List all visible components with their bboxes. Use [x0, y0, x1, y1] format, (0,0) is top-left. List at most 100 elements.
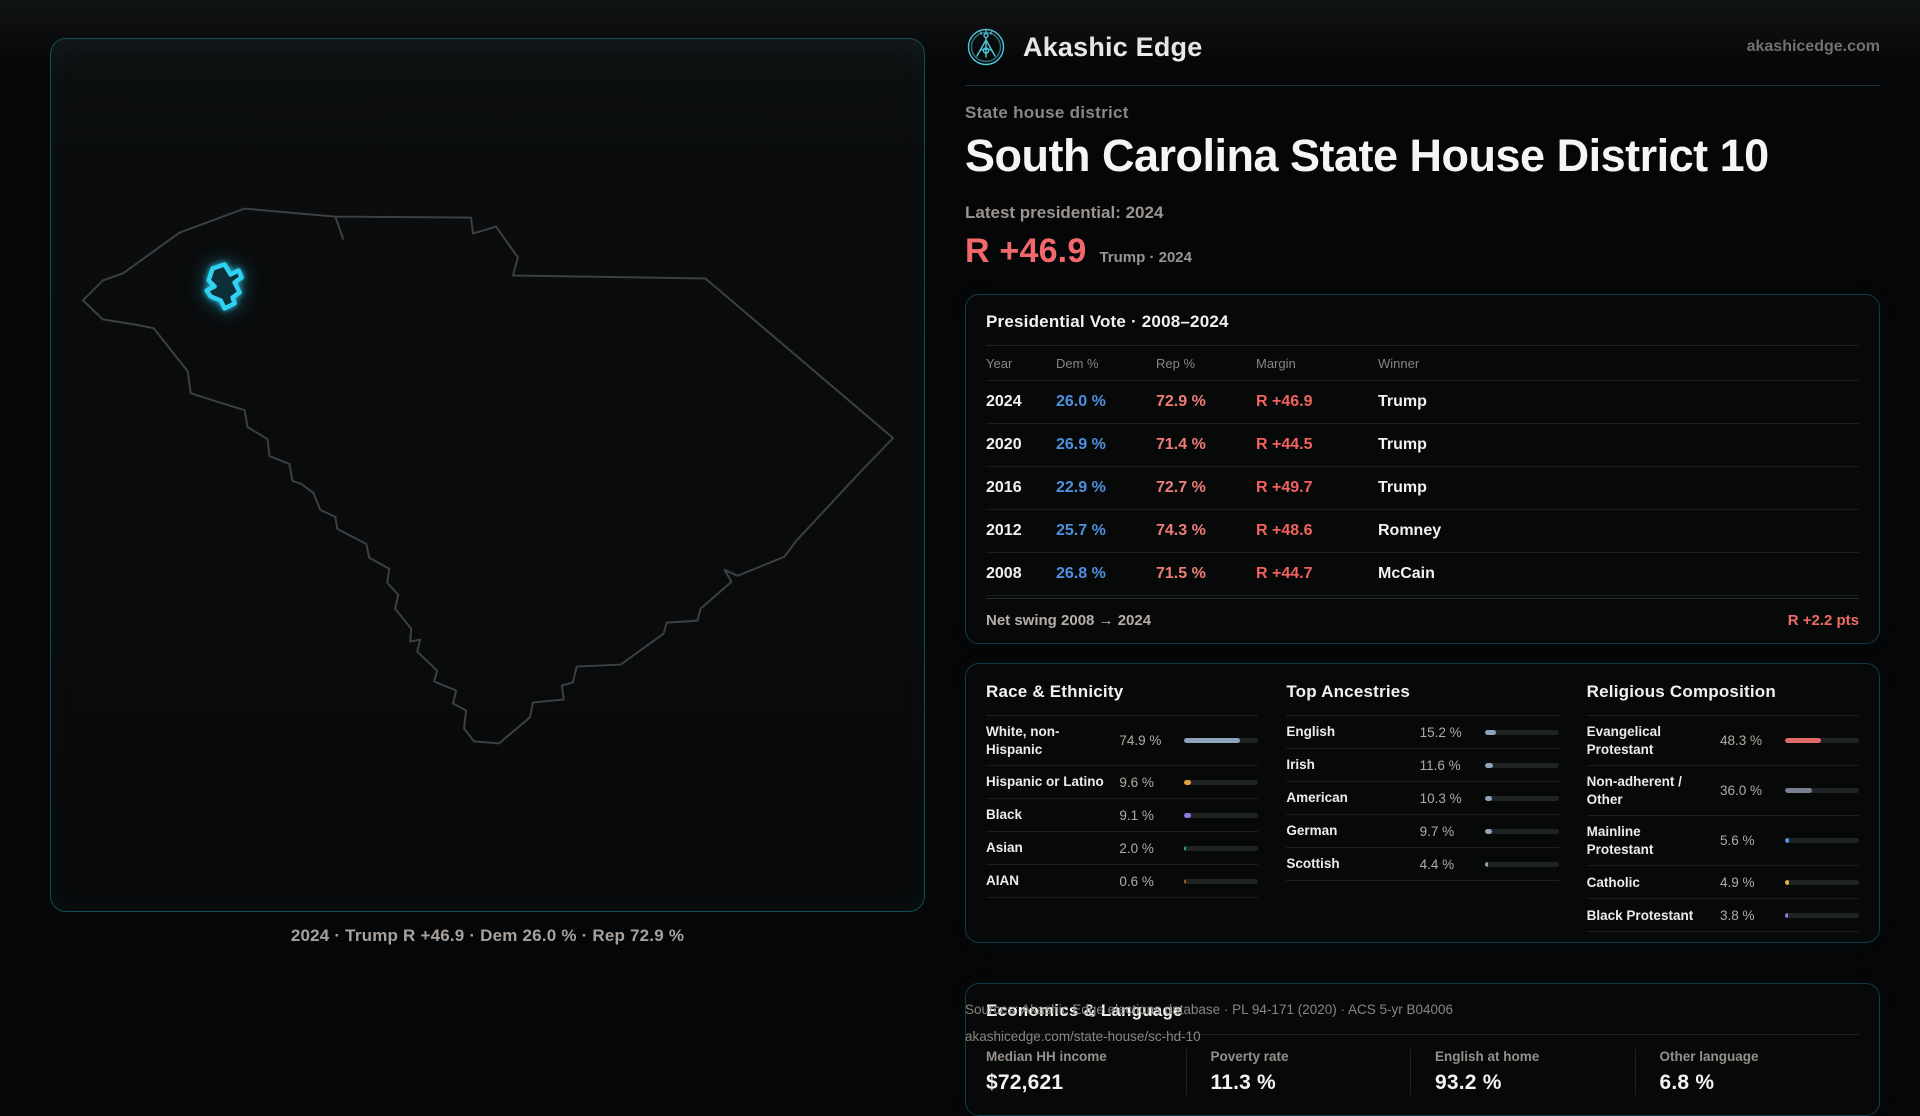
- stat-row: Black 9.1 %: [986, 799, 1259, 833]
- stat-label: German: [1286, 823, 1338, 839]
- stat-value: 10.3 %: [1419, 790, 1462, 806]
- table-cell-year: 2024: [986, 381, 1056, 424]
- stat-label: Black Protestant: [1586, 907, 1694, 923]
- economics-stats-row: Median HH income $72,621 Poverty rate 11…: [986, 1049, 1860, 1096]
- page-title: South Carolina State House District 10: [965, 130, 1769, 181]
- column-header-year: Year: [986, 346, 1056, 381]
- stat-label: AIAN: [986, 873, 1019, 889]
- stat-value: 9.7 %: [1419, 823, 1455, 839]
- stat-label: Hispanic or Latino: [986, 774, 1104, 790]
- net-swing-value: R +2.2 pts: [1787, 612, 1859, 629]
- brand-domain: akashicedge.com: [1746, 38, 1880, 55]
- stat-bar: [1484, 762, 1559, 768]
- stat-label: Evangelical Protestant: [1586, 724, 1661, 757]
- stat-other-language: Other language 6.8 %: [1634, 1049, 1860, 1096]
- sources-line: Sources: Akashic Edge elections database…: [965, 1002, 1454, 1017]
- stat-row: AIAN 0.6 %: [986, 865, 1259, 899]
- stat-bar-fill: [1484, 729, 1496, 735]
- stat-label: English at home: [1435, 1049, 1540, 1065]
- stat-row: American 10.3 %: [1286, 782, 1559, 815]
- stat-bar-fill: [1784, 788, 1812, 794]
- stat-value: 6.8 %: [1659, 1071, 1715, 1095]
- stat-bar-fill: [1484, 861, 1488, 867]
- stat-bar: [1184, 779, 1259, 785]
- stat-bar: [1184, 812, 1259, 818]
- headline-margin-value: R +46.9: [965, 232, 1087, 270]
- headline-margin-context: Trump · 2024: [1099, 249, 1192, 266]
- stat-bar-fill: [1484, 828, 1492, 834]
- column-header-rep: Rep %: [1156, 346, 1256, 381]
- table-cell-margin: R +44.5: [1256, 424, 1378, 467]
- border-spur-line: [334, 216, 345, 240]
- presidential-vote-card: Presidential Vote · 2008–2024 Year Dem %…: [965, 294, 1880, 644]
- stat-value: 3.8 %: [1719, 907, 1755, 923]
- table-cell-year: 2020: [986, 424, 1056, 467]
- stat-bar: [1184, 845, 1259, 851]
- map-caption: 2024 · Trump R +46.9 · Dem 26.0 % · Rep …: [290, 926, 685, 945]
- table-cell-dem: 26.9 %: [1056, 424, 1156, 467]
- top-ancestries-section: Top Ancestries English 15.2 % Irish 11.6…: [1286, 682, 1559, 932]
- header: Akashic Edge akashicedge.com: [965, 0, 1880, 68]
- stat-row: Catholic 4.9 %: [1586, 866, 1859, 900]
- table-cell-dem: 22.9 %: [1056, 467, 1156, 510]
- stat-label: White, non-Hispanic: [986, 724, 1060, 757]
- table-cell-rep: 74.3 %: [1156, 510, 1256, 553]
- stat-row: Scottish 4.4 %: [1286, 848, 1559, 881]
- column-header-margin: Margin: [1256, 346, 1378, 381]
- demographics-card: Race & Ethnicity White, non-Hispanic 74.…: [965, 663, 1880, 944]
- stat-row: Asian 2.0 %: [986, 832, 1259, 866]
- stat-label: Mainline Protestant: [1586, 824, 1654, 857]
- stat-value: 9.6 %: [1119, 774, 1154, 790]
- stat-value: 0.6 %: [1119, 873, 1154, 889]
- stat-bar: [1484, 828, 1559, 834]
- stat-label: Median HH income: [986, 1049, 1107, 1065]
- latest-presidential-label: Latest presidential: 2024: [965, 203, 1164, 222]
- stat-value: 9.1 %: [1119, 807, 1154, 823]
- stat-value: 11.3 %: [1210, 1071, 1276, 1095]
- presidential-card-title: Presidential Vote · 2008–2024: [986, 312, 1229, 331]
- stat-bar: [1484, 861, 1559, 867]
- highlighted-district: [204, 262, 244, 311]
- table-cell-margin: R +48.6: [1256, 510, 1378, 553]
- table-cell-rep: 71.4 %: [1156, 424, 1256, 467]
- stat-label: Non-adherent / Other: [1586, 774, 1682, 807]
- akashic-edge-logo-icon: [967, 28, 1005, 66]
- stat-value: 2.0 %: [1119, 840, 1154, 856]
- sources-footer: Sources: Akashic Edge elections database…: [965, 996, 1525, 1050]
- table-cell-winner: Trump: [1378, 381, 1859, 424]
- stat-bar-fill: [1484, 795, 1493, 801]
- stat-row: Black Protestant 3.8 %: [1586, 899, 1859, 933]
- stat-label: Black: [986, 807, 1023, 823]
- report-column: Akashic Edge akashicedge.com State house…: [965, 0, 1880, 1116]
- stat-bar: [1184, 878, 1259, 884]
- table-cell-winner: Romney: [1378, 510, 1859, 553]
- table-cell-year: 2016: [986, 467, 1056, 510]
- headline-margin-row: R +46.9 Trump · 2024: [965, 232, 1880, 271]
- stat-label: Scottish: [1286, 856, 1340, 872]
- divider: [986, 1034, 1859, 1036]
- religious-composition-section: Religious Composition Evangelical Protes…: [1586, 682, 1859, 933]
- stat-bar: [1484, 795, 1559, 801]
- stat-value: 4.4 %: [1419, 856, 1455, 872]
- stat-bar: [1784, 788, 1859, 794]
- stat-row: Non-adherent / Other 36.0 %: [1586, 766, 1859, 817]
- table-cell-dem: 26.8 %: [1056, 553, 1156, 596]
- net-swing-row: Net swing 2008 → 2024 R +2.2 pts: [986, 598, 1859, 629]
- economics-card-title: Economics & Language: [986, 1001, 1183, 1021]
- ancestries-section-title: Top Ancestries: [1286, 682, 1411, 701]
- stat-bar: [1784, 879, 1859, 885]
- divider: [986, 715, 1259, 716]
- stat-bar-fill: [1184, 845, 1187, 851]
- stat-value: 4.9 %: [1719, 874, 1755, 890]
- state-outline-path: [81, 207, 895, 745]
- stat-bar-fill: [1184, 812, 1192, 818]
- stat-english-at-home: English at home 93.2 %: [1410, 1049, 1635, 1096]
- stat-bar-fill: [1184, 878, 1187, 884]
- table-cell-year: 2008: [986, 553, 1056, 596]
- table-cell-rep: 72.7 %: [1156, 467, 1256, 510]
- divider: [1586, 715, 1859, 716]
- stat-value: 48.3 %: [1719, 733, 1763, 749]
- column-header-dem: Dem %: [1056, 346, 1156, 381]
- stat-bar-fill: [1784, 879, 1789, 885]
- religion-section-title: Religious Composition: [1586, 682, 1776, 701]
